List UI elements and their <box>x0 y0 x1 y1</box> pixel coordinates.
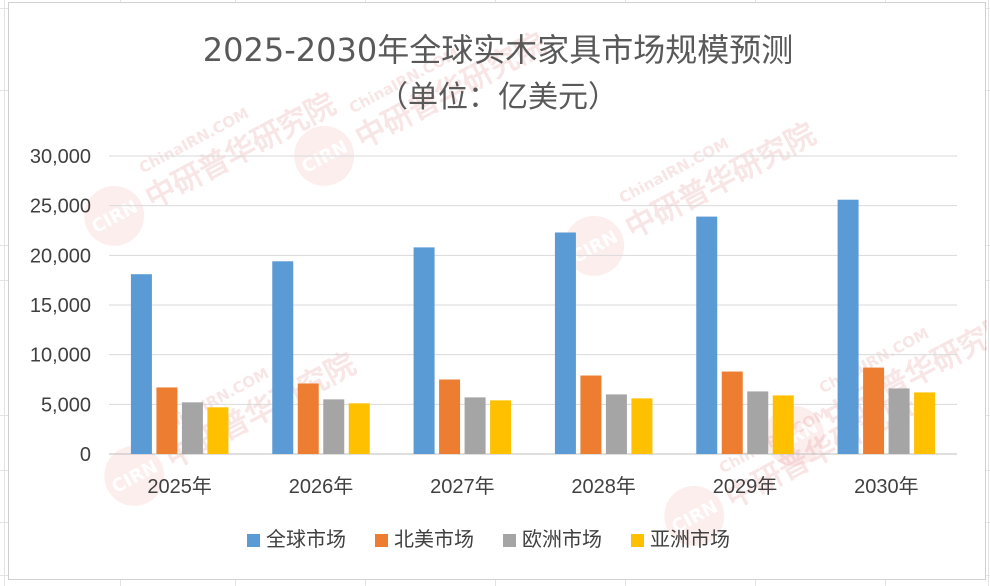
bar-3-3[interactable] <box>464 397 486 454</box>
chart-subtitle: （单位：亿美元） <box>378 80 618 115</box>
legend-swatch <box>247 534 260 547</box>
bar-3-4[interactable] <box>605 394 627 454</box>
legend-item[interactable]: 全球市场 <box>247 527 346 551</box>
bar-4-4[interactable] <box>631 398 653 454</box>
y-tick-label: 0 <box>80 444 91 466</box>
sheet-gridline <box>4 0 5 586</box>
legend-item[interactable]: 北美市场 <box>375 527 474 551</box>
legend[interactable]: 全球市场 北美市场 欧洲市场 亚洲市场 <box>247 527 730 551</box>
y-tick-label: 30,000 <box>30 146 91 168</box>
legend-label: 欧洲市场 <box>522 527 602 551</box>
bar-2-1[interactable] <box>156 387 178 454</box>
bar-2-5[interactable] <box>721 371 743 454</box>
watermark-logo-icon <box>104 445 165 506</box>
y-tick-label: 10,000 <box>30 345 91 367</box>
y-tick-label: 20,000 <box>30 245 91 267</box>
chart-frame[interactable]: CIRN 中研普华研究院 ChinaIRN.COM CIRN 中研普华研究院 ChinaI… <box>8 2 987 580</box>
legend-swatch <box>375 534 388 547</box>
x-tick-label: 2025年 <box>147 475 212 498</box>
bars <box>130 199 936 455</box>
legend-item[interactable]: 欧洲市场 <box>503 527 602 551</box>
bar-2-2[interactable] <box>297 383 319 454</box>
bar-1-6[interactable] <box>837 199 859 454</box>
x-tick-label: 2028年 <box>571 475 636 498</box>
y-tick-label: 25,000 <box>30 196 91 218</box>
legend-label: 北美市场 <box>394 527 474 551</box>
bar-3-6[interactable] <box>888 388 910 454</box>
bar-4-3[interactable] <box>490 400 512 454</box>
chart-title: 2025-2030年全球实木家具市场规模预测 <box>203 31 793 69</box>
watermark-logo-icon <box>664 485 725 546</box>
bar-3-2[interactable] <box>323 399 345 454</box>
bar-1-5[interactable] <box>696 216 718 454</box>
legend-label: 亚洲市场 <box>650 527 730 551</box>
legend-swatch <box>631 534 644 547</box>
sheet-gridline <box>988 0 989 586</box>
bar-4-6[interactable] <box>914 392 936 454</box>
bar-2-3[interactable] <box>439 379 461 455</box>
bar-1-4[interactable] <box>554 232 576 454</box>
bar-4-2[interactable] <box>348 403 370 454</box>
legend-label: 全球市场 <box>266 527 346 551</box>
bar-1-1[interactable] <box>130 274 152 454</box>
bar-2-4[interactable] <box>580 375 602 454</box>
legend-item[interactable]: 亚洲市场 <box>631 527 730 551</box>
bar-4-1[interactable] <box>207 407 229 454</box>
gridlines <box>109 155 957 455</box>
legend-swatch <box>503 534 516 547</box>
x-tick-label: 2027年 <box>430 475 495 498</box>
y-tick-label: 5,000 <box>41 394 91 416</box>
bar-3-5[interactable] <box>747 391 769 454</box>
axes: 0 5,000 10,000 15,000 20,000 25,000 30,000 2025… <box>30 146 919 498</box>
x-tick-label: 2030年 <box>854 475 919 498</box>
watermark-logo-icon <box>564 215 625 276</box>
y-tick-label: 15,000 <box>30 295 91 317</box>
bar-4-5[interactable] <box>772 395 794 454</box>
bar-chart: CIRN中研普华研究院ChinaIRN.COMCIRN中研普华研究院ChinaI… <box>30 27 987 551</box>
bar-3-1[interactable] <box>181 402 203 454</box>
x-tick-label: 2026年 <box>289 475 354 498</box>
bar-1-2[interactable] <box>272 261 294 454</box>
bar-1-3[interactable] <box>413 247 435 454</box>
watermark-logo-icon <box>84 185 145 246</box>
x-tick-label: 2029年 <box>713 475 778 498</box>
bar-2-6[interactable] <box>863 367 885 454</box>
